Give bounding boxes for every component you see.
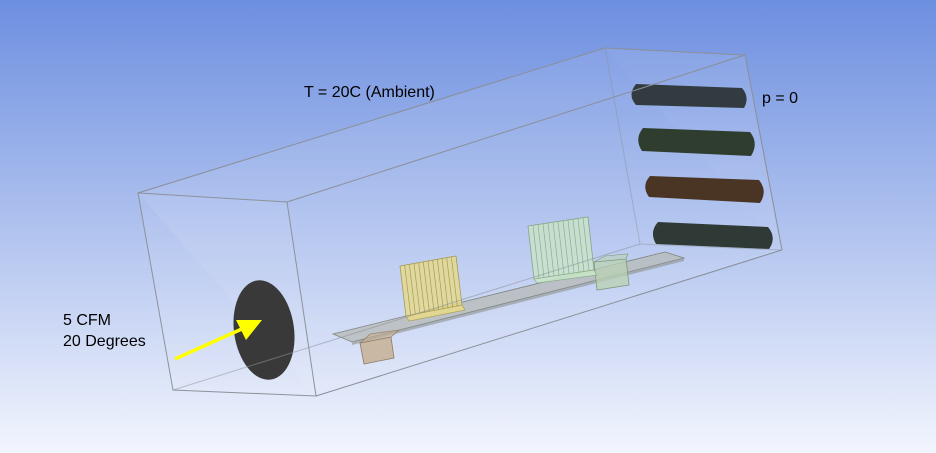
heatsink-fin bbox=[446, 257, 454, 308]
outlet-vents bbox=[631, 84, 773, 249]
enclosure-edges bbox=[137, 47, 783, 397]
inlet-condition-label: 5 CFM 20 Degrees bbox=[63, 310, 146, 352]
heatsink-fin bbox=[567, 219, 575, 274]
heatsink-fin bbox=[582, 217, 590, 271]
outlet-vent bbox=[652, 222, 773, 249]
outlet-vent bbox=[645, 176, 764, 203]
heatsink-fin bbox=[422, 261, 430, 312]
heatsink bbox=[399, 255, 466, 322]
inlet-flow-angle: 20 Degrees bbox=[63, 333, 146, 350]
heatsink-fin bbox=[427, 260, 435, 312]
heatsink-fin bbox=[408, 264, 416, 315]
ambient-temperature-label: T = 20C (Ambient) bbox=[304, 84, 435, 101]
heatsink-fin bbox=[532, 225, 540, 279]
heatsink-fin bbox=[418, 262, 426, 313]
chip-component bbox=[358, 329, 400, 365]
heatsink-fin bbox=[542, 223, 550, 277]
heatsink-fin bbox=[537, 224, 545, 278]
heatsink-fin bbox=[547, 222, 555, 277]
heatsink bbox=[527, 216, 598, 284]
heatsink-fin bbox=[436, 259, 444, 310]
heatsink-fin bbox=[577, 218, 585, 272]
enclosure-near-face bbox=[138, 193, 316, 396]
outlet-pressure-label: p = 0 bbox=[762, 90, 799, 107]
enclosure-back-face bbox=[138, 48, 782, 396]
outlet-vent bbox=[638, 128, 755, 156]
heatsink-fin bbox=[413, 263, 421, 314]
heatsink-fin bbox=[404, 265, 412, 316]
heatsink-fin bbox=[562, 220, 570, 274]
heatsink-fin bbox=[441, 258, 449, 309]
outlet-vent bbox=[631, 84, 747, 108]
chip-component bbox=[593, 253, 630, 291]
inlet-flow-arrow bbox=[174, 320, 262, 361]
inlet-flow-rate: 5 CFM bbox=[63, 312, 111, 329]
heatsink-fin bbox=[552, 222, 560, 276]
heatsink-fin bbox=[432, 260, 440, 311]
heatsink-fin bbox=[450, 256, 458, 307]
heatsink-fin bbox=[557, 221, 565, 275]
inlet-opening bbox=[233, 280, 295, 380]
